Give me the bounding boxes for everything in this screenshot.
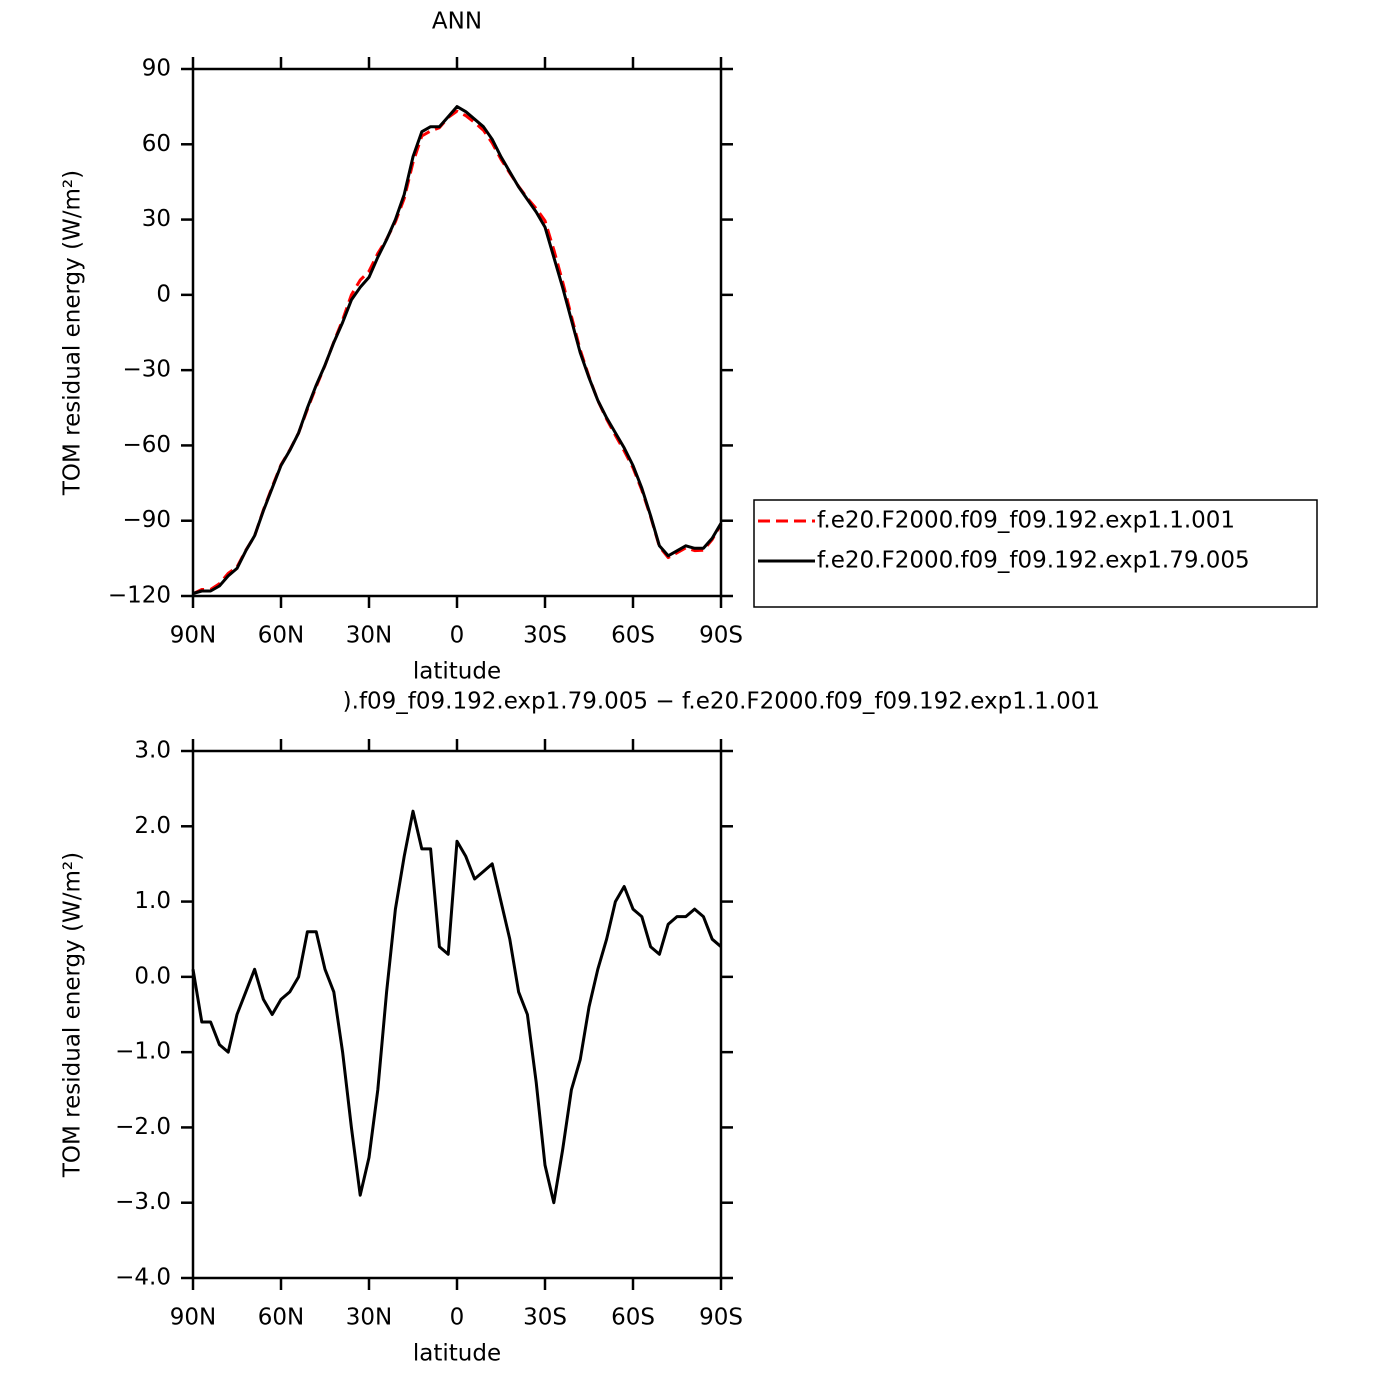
- y-tick-label: −60: [122, 432, 171, 458]
- chart-title: ).f09_f09.192.exp1.79.005 − f.e20.F2000.…: [343, 689, 1100, 715]
- plot-frame: [191, 67, 723, 598]
- x-tick-label: 30N: [346, 1305, 392, 1331]
- x-tick-label: 60S: [611, 1305, 655, 1331]
- y-axis-label: TOM residual energy (W/m²): [60, 170, 86, 496]
- y-tick-label: 90: [142, 56, 171, 82]
- x-tick-label: 60N: [258, 623, 304, 649]
- x-tick-label: 60N: [258, 1305, 304, 1331]
- series-line: [192, 109, 723, 596]
- x-tick-label: 0: [450, 1305, 465, 1331]
- y-tick-label: −2.0: [115, 1114, 171, 1140]
- x-tick-label: 0: [450, 623, 465, 649]
- x-tick-label: 60S: [611, 623, 655, 649]
- chart-title: ANN: [432, 9, 482, 35]
- y-tick-label: 1.0: [134, 888, 171, 914]
- y-tick-label: 30: [142, 206, 171, 232]
- x-tick-label: 90S: [699, 1305, 743, 1331]
- y-tick-label: 60: [142, 131, 171, 157]
- series-line: [191, 809, 722, 1205]
- plot-frame: [191, 749, 723, 1280]
- y-tick-label: −120: [108, 583, 171, 609]
- x-tick-label: 90N: [170, 1305, 216, 1331]
- y-tick-label: 0: [156, 281, 171, 307]
- x-axis-label: latitude: [413, 659, 501, 685]
- x-tick-label: 30N: [346, 623, 392, 649]
- y-tick-label: 2.0: [134, 813, 171, 839]
- legend-box: [753, 499, 1318, 608]
- y-tick-label: −30: [122, 357, 171, 383]
- x-tick-label: 30S: [523, 1305, 567, 1331]
- x-tick-label: 90S: [699, 623, 743, 649]
- y-tick-label: 3.0: [134, 738, 171, 764]
- x-tick-label: 90N: [170, 623, 216, 649]
- y-tick-label: 0.0: [134, 963, 171, 989]
- y-tick-label: −90: [122, 507, 171, 533]
- y-tick-label: −3.0: [115, 1189, 171, 1215]
- legend-label: f.e20.F2000.f09_f09.192.exp1.1.001: [817, 508, 1235, 534]
- y-axis-label: TOM residual energy (W/m²): [60, 852, 86, 1178]
- x-axis-label: latitude: [413, 1341, 501, 1367]
- legend-label: f.e20.F2000.f09_f09.192.exp1.79.005: [817, 548, 1250, 574]
- series-line: [192, 105, 723, 595]
- y-tick-label: −1.0: [115, 1039, 171, 1065]
- x-tick-label: 30S: [523, 623, 567, 649]
- y-tick-label: −4.0: [115, 1265, 171, 1291]
